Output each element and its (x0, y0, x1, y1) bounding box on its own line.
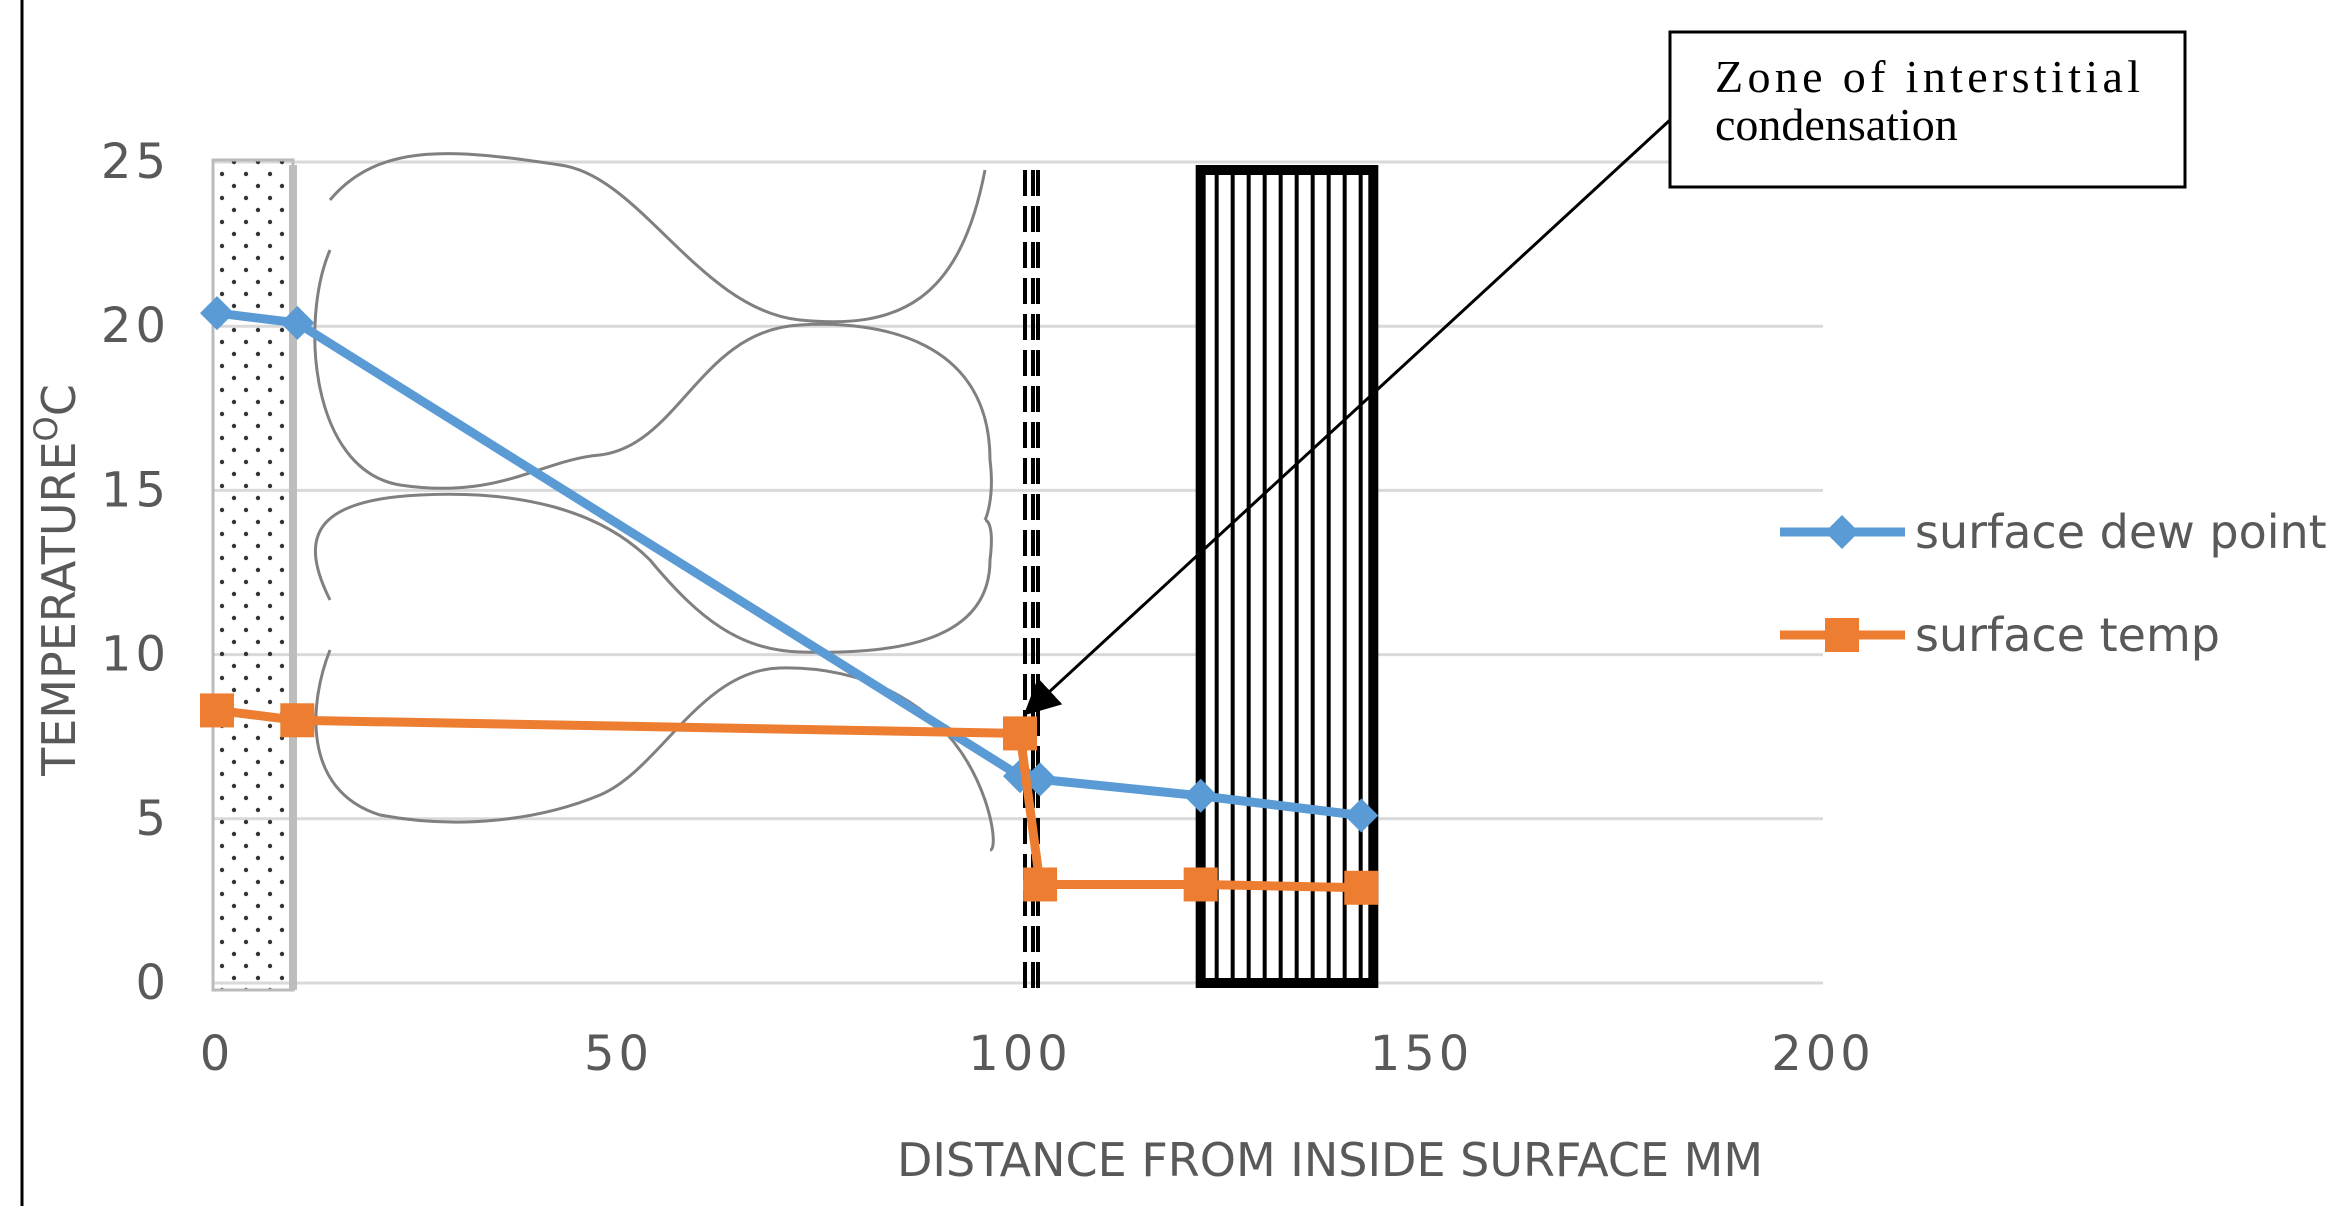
y-axis-title: TEMPERATUREOC (27, 384, 86, 777)
callout-text-line1: Zone of interstitial (1715, 51, 2140, 102)
surface-temp-marker (1183, 867, 1218, 902)
dew-point-marker (200, 296, 234, 331)
insulation-layer (1195, 165, 1379, 988)
y-tick-label: 25 (101, 134, 170, 190)
surface-temp-marker (1003, 716, 1037, 751)
dew-point-marker (1183, 778, 1218, 813)
callout-arrow (1023, 118, 1672, 716)
callout-box (1668, 30, 2187, 189)
x-tick-label: 100 (968, 1026, 1072, 1082)
x-axis-title: DISTANCE FROM INSIDE SURFACE MM (897, 1133, 1763, 1187)
surface-temp-marker (1023, 867, 1058, 902)
series-group (200, 296, 1379, 905)
x-tick-label: 0 (200, 1026, 235, 1082)
callout-text-line2: condensation (1715, 99, 1958, 150)
y-tick-label: 20 (101, 298, 170, 354)
svg-text:TEMPERATUREOC: TEMPERATUREOC (27, 384, 86, 777)
gridlines (212, 160, 1823, 985)
insulation-frame (1195, 165, 1379, 988)
dew-point-marker (1344, 798, 1379, 833)
y-tick-label: 5 (135, 791, 170, 847)
plaster-layer (211, 158, 295, 992)
surface-temp-marker (1344, 870, 1379, 905)
surface-temp-marker (200, 693, 234, 728)
legend: surface dew point surface temp (1780, 505, 2327, 662)
y-axis-title-sup: O (27, 416, 65, 441)
x-tick-label: 150 (1370, 1026, 1474, 1082)
legend-marker-diamond (1825, 515, 1859, 549)
y-axis-title-unit: C (32, 384, 86, 416)
y-tick-label: 15 (101, 462, 170, 518)
y-axis-ticks: 0 5 10 15 20 25 (101, 134, 170, 1011)
x-tick-label: 200 (1771, 1026, 1875, 1082)
legend-label: surface dew point (1915, 505, 2327, 559)
x-axis-ticks: 0 50 100 150 200 (200, 1026, 1875, 1082)
x-tick-label: 50 (584, 1026, 653, 1082)
brick-cavity-shapes (313, 152, 995, 852)
legend-marker-square (1825, 618, 1859, 652)
dew-point-marker (280, 305, 315, 340)
y-tick-label: 10 (101, 627, 170, 683)
y-axis-title-text: TEMPERATURE (32, 441, 86, 776)
membrane-layer (1023, 170, 1040, 990)
callout-annotation: Zone of interstitial condensation (1023, 30, 2187, 716)
wall-section-diagram (211, 152, 1379, 992)
y-tick-label: 0 (135, 955, 170, 1011)
surface-temp-marker (280, 703, 315, 738)
dew-point-marker (1023, 762, 1058, 797)
legend-label: surface temp (1915, 608, 2220, 662)
